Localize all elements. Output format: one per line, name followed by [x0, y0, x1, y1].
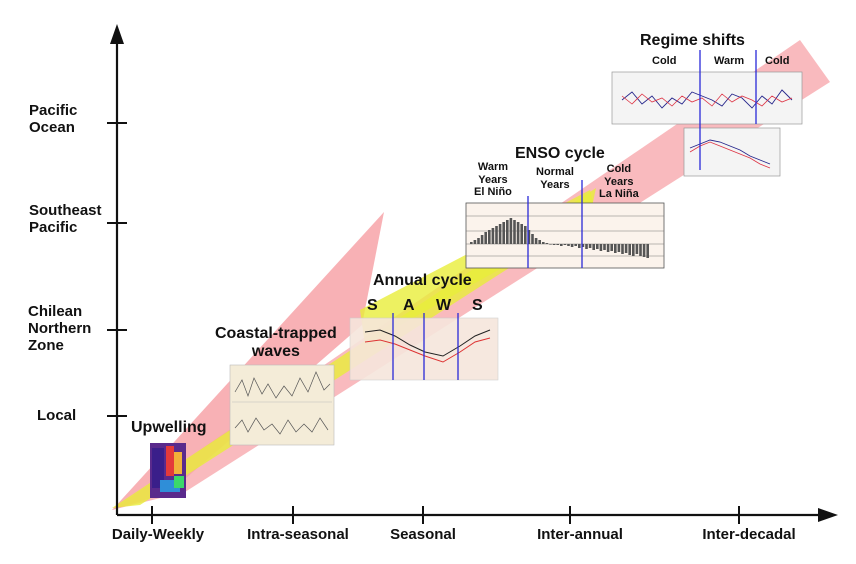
enso-bar	[574, 244, 577, 246]
enso-bar	[567, 244, 570, 246]
pink-spike-band	[112, 212, 384, 510]
enso-index-thumbnail	[465, 180, 665, 269]
enso-bar	[556, 244, 559, 245]
x-label-inter-annual: Inter-annual	[537, 526, 623, 543]
enso-phase-cold: Cold Years La Niña	[599, 163, 639, 201]
y-label-local: Local	[37, 407, 77, 424]
regime-phase-warm: Warm	[714, 55, 745, 67]
enso-bar	[570, 244, 574, 247]
enso-bar	[606, 244, 610, 252]
enso-bar	[527, 230, 531, 244]
y-axis-arrowhead	[110, 24, 124, 44]
label-upwelling: Upwelling	[131, 419, 207, 436]
season-label: W	[436, 297, 452, 314]
upwelling-map-thumbnail	[150, 443, 186, 498]
enso-bar	[506, 220, 509, 244]
enso-bar	[581, 244, 585, 247]
enso-bar	[632, 244, 635, 256]
y-label-pacific-ocean: Pacific Ocean	[29, 102, 78, 136]
x-label-inter-decadal: Inter-decadal	[702, 526, 796, 543]
season-label: S	[367, 297, 378, 314]
enso-bar	[495, 226, 498, 244]
enso-bar	[534, 238, 538, 244]
coastal-waves-thumbnail	[229, 364, 335, 446]
label-enso-cycle: ENSO cycle	[515, 145, 605, 162]
enso-bars	[470, 218, 649, 258]
enso-bar	[484, 232, 487, 244]
enso-bar	[538, 240, 541, 244]
enso-bar	[603, 244, 606, 250]
x-label-daily-weekly: Daily-Weekly	[111, 526, 205, 543]
enso-bar	[639, 244, 642, 256]
enso-bar	[549, 244, 552, 245]
enso-bar	[585, 244, 588, 249]
enso-bar	[502, 222, 505, 244]
enso-bar	[560, 244, 563, 246]
enso-bar	[599, 244, 603, 251]
enso-bar	[621, 244, 624, 254]
enso-bar	[542, 242, 545, 244]
enso-bar	[509, 218, 513, 244]
season-label: A	[403, 297, 415, 314]
enso-bar	[498, 224, 502, 244]
enso-bar	[488, 230, 491, 244]
regime-phase-cold-2: Cold	[765, 55, 790, 67]
enso-bar	[646, 244, 649, 258]
label-annual-cycle: Annual cycle	[373, 272, 472, 289]
regime-series-thumbnail	[611, 50, 803, 177]
enso-bar	[624, 244, 628, 253]
enso-bar	[588, 244, 592, 248]
enso-bar	[628, 244, 631, 255]
enso-phase-warm: Warm Years El Niño	[474, 161, 512, 199]
annual-cycle-thumbnail	[349, 313, 499, 381]
enso-bar	[477, 238, 480, 244]
enso-bar	[610, 244, 613, 251]
enso-bar	[617, 244, 621, 252]
y-label-chilean-northern-zone: Chilean Northern Zone	[28, 303, 92, 354]
x-axis-arrowhead	[818, 508, 838, 522]
label-regime-shifts: Regime shifts	[640, 32, 745, 49]
enso-bar	[473, 240, 477, 244]
enso-bar	[642, 244, 646, 257]
enso-bar	[592, 244, 595, 250]
enso-bar	[596, 244, 599, 249]
enso-bar	[545, 243, 549, 244]
enso-bar	[524, 226, 527, 244]
label-coastal-trapped-waves: Coastal-trapped waves	[215, 325, 337, 360]
enso-bar	[520, 224, 523, 244]
enso-bar	[513, 220, 516, 244]
season-label: S	[472, 297, 483, 314]
enso-bar	[578, 244, 581, 248]
enso-phase-normal: Normal Years	[536, 166, 574, 191]
enso-bar	[491, 228, 495, 244]
x-label-seasonal: Seasonal	[390, 526, 456, 543]
regime-phase-cold-1: Cold	[652, 55, 677, 67]
enso-bar	[563, 244, 567, 245]
enso-bar	[614, 244, 617, 253]
y-label-southeast-pacific: Southeast Pacific	[29, 202, 102, 236]
enso-bar	[470, 242, 473, 244]
enso-bar	[635, 244, 639, 254]
enso-bar	[552, 244, 556, 245]
x-label-intra-seasonal: Intra-seasonal	[247, 526, 349, 543]
enso-bar	[531, 234, 534, 244]
enso-bar	[480, 235, 484, 244]
enso-bar	[516, 222, 520, 244]
